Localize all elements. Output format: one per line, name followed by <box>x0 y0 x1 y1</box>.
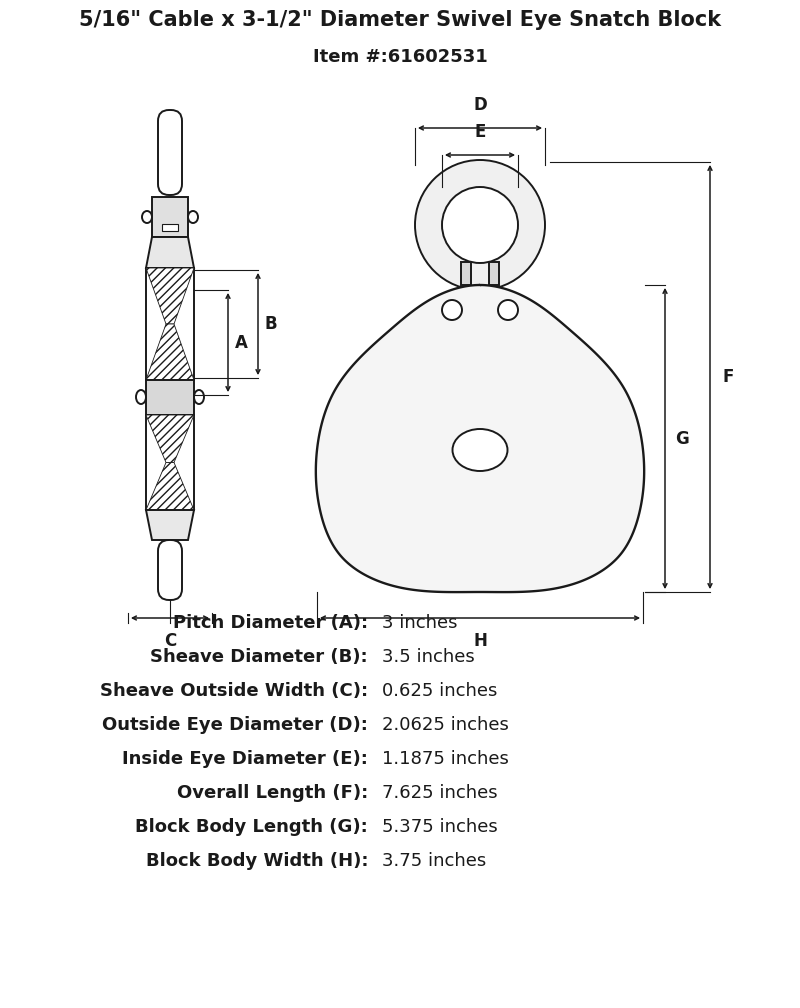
Text: Sheave Outside Width (C):: Sheave Outside Width (C): <box>100 682 368 700</box>
Ellipse shape <box>453 429 507 471</box>
Text: B: B <box>265 314 278 333</box>
Bar <box>461 262 471 285</box>
Text: Item #:61602531: Item #:61602531 <box>313 48 487 66</box>
Text: H: H <box>473 632 487 650</box>
Polygon shape <box>146 268 194 324</box>
Text: Outside Eye Diameter (D):: Outside Eye Diameter (D): <box>102 716 368 734</box>
Polygon shape <box>146 237 194 268</box>
Ellipse shape <box>136 390 146 404</box>
Text: 0.625 inches: 0.625 inches <box>382 682 498 700</box>
Text: 2.0625 inches: 2.0625 inches <box>382 716 509 734</box>
Ellipse shape <box>194 390 204 404</box>
Text: 3.5 inches: 3.5 inches <box>382 648 474 666</box>
Polygon shape <box>316 285 644 592</box>
Bar <box>146 268 194 380</box>
Circle shape <box>442 300 462 320</box>
Bar <box>146 380 194 415</box>
Circle shape <box>442 187 518 263</box>
Ellipse shape <box>188 211 198 223</box>
Circle shape <box>415 160 545 290</box>
Text: G: G <box>675 429 689 448</box>
Text: F: F <box>722 368 734 386</box>
Text: C: C <box>164 632 176 650</box>
Text: Block Body Length (G):: Block Body Length (G): <box>135 818 368 836</box>
Text: Pitch Diameter (A):: Pitch Diameter (A): <box>173 614 368 632</box>
Text: A: A <box>235 334 248 352</box>
Circle shape <box>498 300 518 320</box>
Text: Inside Eye Diameter (E):: Inside Eye Diameter (E): <box>122 750 368 768</box>
Text: Overall Length (F):: Overall Length (F): <box>177 784 368 802</box>
Text: D: D <box>473 96 487 114</box>
Polygon shape <box>146 463 194 510</box>
Text: 3 inches: 3 inches <box>382 614 458 632</box>
Polygon shape <box>146 510 194 540</box>
Bar <box>152 197 188 237</box>
FancyBboxPatch shape <box>158 110 182 195</box>
Text: 1.1875 inches: 1.1875 inches <box>382 750 509 768</box>
Bar <box>146 415 194 510</box>
Text: 5.375 inches: 5.375 inches <box>382 818 498 836</box>
Text: Block Body Width (H):: Block Body Width (H): <box>146 852 368 870</box>
Text: 5/16" Cable x 3-1/2" Diameter Swivel Eye Snatch Block: 5/16" Cable x 3-1/2" Diameter Swivel Eye… <box>79 10 721 30</box>
Bar <box>162 224 178 231</box>
Polygon shape <box>146 415 194 463</box>
FancyBboxPatch shape <box>158 540 182 600</box>
Text: E: E <box>474 123 486 141</box>
Text: 7.625 inches: 7.625 inches <box>382 784 498 802</box>
Polygon shape <box>146 324 194 380</box>
Ellipse shape <box>142 211 152 223</box>
Text: 3.75 inches: 3.75 inches <box>382 852 486 870</box>
Text: Sheave Diameter (B):: Sheave Diameter (B): <box>150 648 368 666</box>
Bar <box>489 262 499 285</box>
